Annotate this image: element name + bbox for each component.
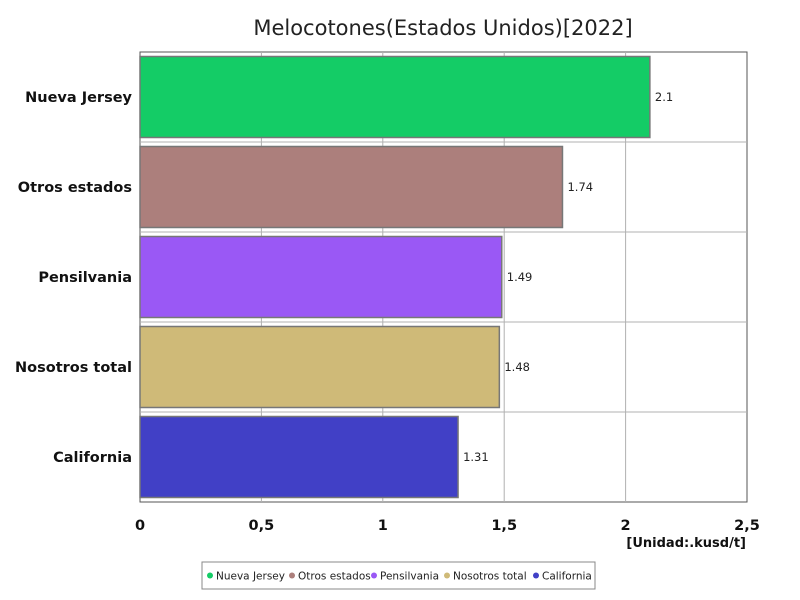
x-tick-label: 0 xyxy=(135,518,145,534)
category-label: Nosotros total xyxy=(15,360,132,376)
bar[interactable] xyxy=(139,325,501,409)
bar[interactable] xyxy=(139,55,651,139)
legend-swatch xyxy=(289,572,295,579)
legend-item-label: Nosotros total xyxy=(453,571,527,583)
x-tick-label: 2 xyxy=(621,518,631,534)
unit-label: [Unidad:.kusd/t] xyxy=(626,536,746,551)
x-tick-label: 0,5 xyxy=(249,518,275,534)
x-tick-label: 1,5 xyxy=(491,518,517,534)
category-label: Otros estados xyxy=(18,180,132,196)
legend-swatch xyxy=(371,572,377,579)
x-tick-label: 1 xyxy=(378,518,388,534)
legend: Nueva Jersey Otros estados Pensilvania Noso… xyxy=(201,561,596,590)
legend-box xyxy=(201,561,596,590)
chart-title: Melocotones(Estados Unidos)[2022] xyxy=(253,16,632,40)
plot-area: 0 0,5 1 1,5 2 2,5 Nueva Jersey 2.1 Otros estados… xyxy=(15,51,760,534)
legend-swatch xyxy=(444,572,450,579)
legend-item-label: California xyxy=(542,571,592,583)
data-label: 1.48 xyxy=(504,360,530,374)
bar[interactable] xyxy=(139,415,459,499)
legend-item-label: Otros estados xyxy=(298,571,371,583)
data-label: 1.31 xyxy=(463,450,489,464)
data-label: 2.1 xyxy=(655,90,673,104)
data-label: 1.49 xyxy=(507,270,533,284)
category-label: Nueva Jersey xyxy=(25,90,132,106)
legend-item-label: Pensilvania xyxy=(380,571,439,583)
bar[interactable] xyxy=(139,235,503,319)
data-label: 1.74 xyxy=(567,180,593,194)
bar[interactable] xyxy=(139,145,564,229)
x-tick-label: 2,5 xyxy=(734,518,760,534)
legend-swatch xyxy=(533,572,539,579)
legend-swatch xyxy=(207,572,213,579)
category-label: Pensilvania xyxy=(38,270,132,286)
legend-item-label: Nueva Jersey xyxy=(216,571,285,583)
category-label: California xyxy=(53,450,132,466)
